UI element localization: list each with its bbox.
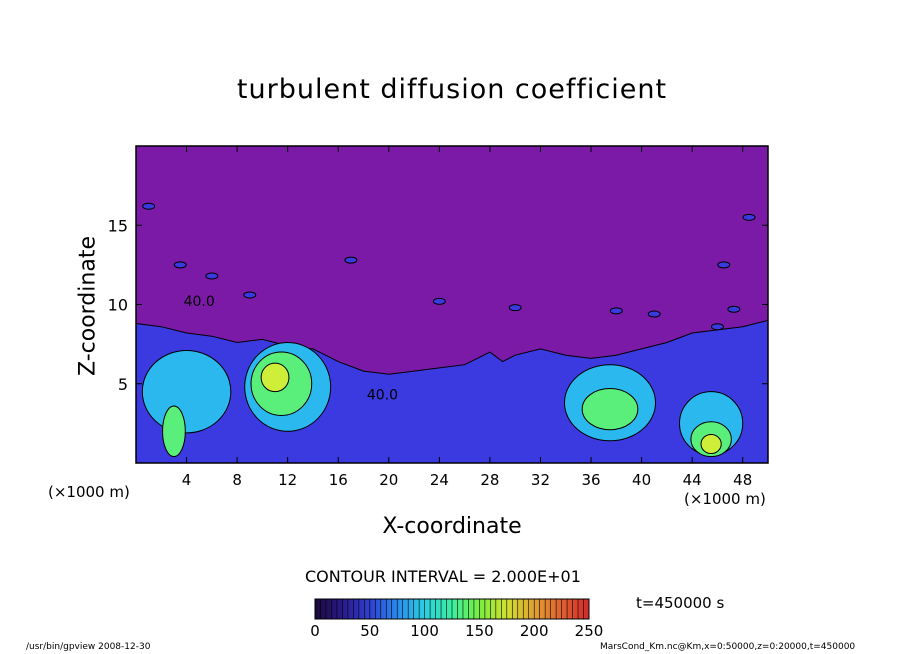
high-region-left bbox=[162, 405, 186, 458]
upper-patch-8 bbox=[647, 310, 661, 318]
contour-label: 40.0 bbox=[367, 388, 398, 404]
x-tick-label: 44 bbox=[683, 471, 702, 489]
upper-patch-4 bbox=[344, 256, 358, 264]
upper-patch-2 bbox=[205, 272, 219, 280]
upper-patch-3 bbox=[243, 291, 257, 299]
x-tick-label: 4 bbox=[182, 471, 192, 489]
y-tick-label: 5 bbox=[118, 375, 128, 394]
x-tick-label: 48 bbox=[733, 471, 752, 489]
upper-patch-12 bbox=[727, 305, 741, 313]
y-tick-label: 15 bbox=[108, 216, 128, 235]
time-label: t=450000 s bbox=[636, 594, 725, 612]
x-tick-label: 20 bbox=[379, 471, 398, 489]
upper-patch-11 bbox=[710, 323, 724, 331]
x-unit-label-left: (×1000 m) bbox=[48, 483, 130, 501]
peak-region-right bbox=[700, 433, 722, 454]
contour-interval-label: CONTOUR INTERVAL = 2.000E+01 bbox=[305, 567, 581, 586]
y-tick-label: 10 bbox=[108, 296, 128, 315]
colorbar-tick-label: 200 bbox=[520, 622, 549, 640]
colorbar-tick-label: 50 bbox=[360, 622, 379, 640]
colorbar-tick-label: 250 bbox=[575, 622, 604, 640]
x-tick-label: 16 bbox=[329, 471, 348, 489]
upper-patch-10 bbox=[742, 213, 756, 221]
upper-patch-1 bbox=[173, 261, 187, 269]
upper-patch-0 bbox=[142, 202, 156, 210]
peak-region-eddy-1 bbox=[260, 362, 290, 393]
x-axis-label: X-coordinate bbox=[0, 514, 904, 539]
upper-patch-7 bbox=[609, 307, 623, 315]
high-region-eddy-2 bbox=[581, 388, 639, 431]
x-tick-label: 8 bbox=[232, 471, 242, 489]
x-tick-label: 12 bbox=[278, 471, 297, 489]
footer-left: /usr/bin/gpview 2008-12-30 bbox=[26, 642, 151, 652]
colorbar-tick-label: 100 bbox=[410, 622, 439, 640]
upper-patch-9 bbox=[717, 261, 731, 269]
colorbar-tick-label: 150 bbox=[465, 622, 494, 640]
chart-title: turbulent diffusion coefficient bbox=[236, 74, 668, 105]
footer-right: MarsCond_Km.nc@Km,x=0:50000,z=0:20000,t=… bbox=[600, 642, 856, 652]
upper-patch-5 bbox=[432, 297, 446, 305]
x-axis-label-text: X-coordinate bbox=[382, 514, 522, 539]
colorbar-tick-label: 0 bbox=[310, 622, 320, 640]
upper-patch-6 bbox=[508, 304, 522, 312]
x-tick-label: 32 bbox=[531, 471, 550, 489]
x-tick-label: 24 bbox=[430, 471, 449, 489]
x-tick-label: 40 bbox=[632, 471, 651, 489]
x-tick-label: 28 bbox=[480, 471, 499, 489]
x-tick-label: 36 bbox=[581, 471, 600, 489]
x-unit-label-right: (×1000 m) bbox=[684, 490, 766, 508]
mid-region-left bbox=[141, 349, 232, 434]
contour-label: 40.0 bbox=[184, 294, 215, 310]
